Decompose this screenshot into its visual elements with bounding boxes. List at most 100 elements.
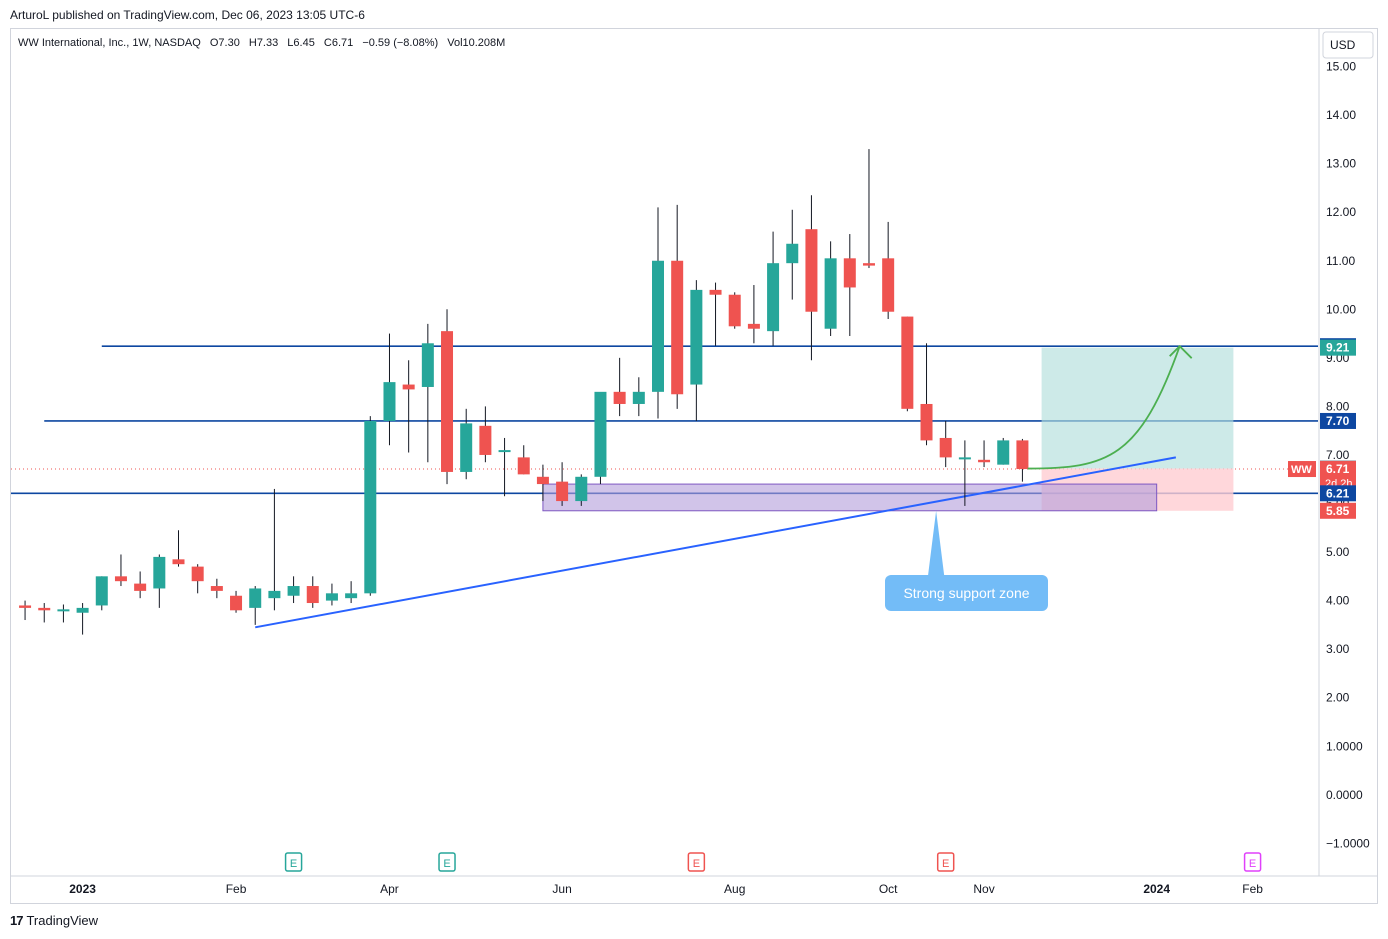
- candle: [997, 437, 1010, 465]
- callout-box[interactable]: [885, 575, 1048, 611]
- candle: [920, 343, 933, 446]
- axis-price-label: 9.21: [1320, 339, 1356, 356]
- projection-arrow: [1027, 345, 1181, 470]
- price-tick: 14.00: [1326, 108, 1356, 122]
- candle-body: [114, 576, 127, 582]
- axis-price-label-bg: [1320, 412, 1356, 429]
- tradingview-brand: TradingView: [26, 913, 99, 928]
- price-tick: 1.0000: [1326, 739, 1363, 753]
- callout-text: Strong support zone: [903, 585, 1029, 601]
- candle-body: [594, 391, 607, 477]
- candle-body: [287, 586, 300, 596]
- candle-body: [709, 289, 722, 295]
- candle: [153, 554, 166, 608]
- axis-price-label-bg: [1320, 485, 1356, 502]
- price-tick: 11.00: [1326, 254, 1355, 268]
- candle-body: [805, 229, 818, 312]
- candle: [19, 600, 32, 621]
- candle: [767, 231, 780, 346]
- support-callout: Strong support zone: [885, 510, 1048, 611]
- candle-body: [939, 437, 952, 458]
- candle-body: [230, 595, 243, 611]
- price-tick: 15.00: [1326, 60, 1356, 74]
- candle: [76, 603, 89, 635]
- time-tick: Feb: [226, 882, 247, 896]
- candle: [709, 282, 722, 346]
- symbol-tag-bg: [1288, 461, 1316, 478]
- candle-body: [517, 457, 530, 475]
- candle: [901, 316, 914, 412]
- currency-button-box[interactable]: [1322, 31, 1374, 59]
- candle: [230, 590, 243, 613]
- candle: [249, 586, 262, 625]
- legend-high: H7.33: [249, 37, 278, 49]
- candle-body: [978, 459, 991, 463]
- earnings-letter: E: [942, 858, 949, 870]
- axis-price-label-bg: [1320, 502, 1356, 519]
- candle: [306, 576, 319, 608]
- zones: [542, 347, 1234, 512]
- tradingview-logo[interactable]: 17 TradingView: [10, 913, 98, 928]
- candle: [57, 604, 70, 623]
- candle-body: [19, 605, 32, 608]
- candle-body: [767, 263, 780, 332]
- candle: [345, 581, 358, 604]
- candle-body: [728, 294, 741, 327]
- earnings-marker: E: [284, 852, 303, 872]
- candle: [805, 195, 818, 361]
- time-tick: 2024: [1143, 882, 1170, 896]
- axis-price-label: 6.21: [1320, 485, 1356, 502]
- candle-body: [95, 576, 108, 606]
- earnings-marker: E: [936, 852, 955, 872]
- candle-body: [210, 586, 223, 591]
- currency-button[interactable]: USD: [1330, 38, 1356, 52]
- axis-price-label-bg: [1320, 339, 1356, 356]
- time-tick: Feb: [1242, 882, 1263, 896]
- candle: [632, 377, 645, 417]
- chart-frame: [10, 28, 1378, 904]
- earnings-marker: E: [687, 852, 706, 872]
- candle-body: [747, 323, 760, 329]
- axis-price-label: 5.85: [1320, 502, 1356, 519]
- time-tick: Nov: [973, 882, 994, 896]
- time-axis[interactable]: 2023 Feb Apr Jun Aug Oct Nov 2024 Feb: [69, 882, 1263, 896]
- earnings-marker: E: [438, 852, 456, 872]
- projection-arrowhead: [1169, 344, 1193, 359]
- candle-body: [997, 440, 1010, 465]
- earnings-marker: E: [1243, 852, 1262, 872]
- projection-arrow-group: [1027, 344, 1193, 470]
- tradingview-logo-icon: 17: [10, 913, 24, 928]
- candle-body: [882, 258, 895, 312]
- candle: [978, 440, 991, 468]
- candle: [460, 408, 473, 480]
- candle-body: [134, 583, 147, 591]
- candle: [421, 323, 434, 463]
- candle-body: [920, 403, 933, 441]
- price-tick: 10.00: [1326, 302, 1356, 316]
- callout-pointer: [928, 510, 945, 575]
- axis-price-label-text: 6.71: [1326, 462, 1350, 476]
- candle-body: [575, 476, 588, 502]
- publisher-line: ArturoL published on TradingView.com, De…: [10, 8, 365, 22]
- candle-body: [76, 607, 89, 613]
- price-tick: −1.0000: [1326, 836, 1370, 850]
- candle: [728, 292, 741, 329]
- candle-body: [153, 556, 166, 589]
- time-tick: Oct: [879, 882, 898, 896]
- legend-change: −0.59 (−8.08%): [362, 37, 438, 49]
- candle: [325, 583, 338, 606]
- candle: [191, 564, 204, 594]
- support-zone: [542, 483, 1158, 512]
- price-axis[interactable]: 15.0014.0013.0012.0011.0010.009.008.007.…: [1326, 60, 1370, 851]
- candle-body: [172, 559, 185, 565]
- axis-price-label-text: 6.21: [1326, 486, 1350, 500]
- price-tick: 5.00: [1326, 545, 1350, 559]
- candle-body: [441, 331, 454, 472]
- trendline-group: [255, 456, 1177, 629]
- candle: [690, 280, 703, 421]
- candle: [1016, 438, 1029, 482]
- earnings-letter: E: [1249, 858, 1256, 870]
